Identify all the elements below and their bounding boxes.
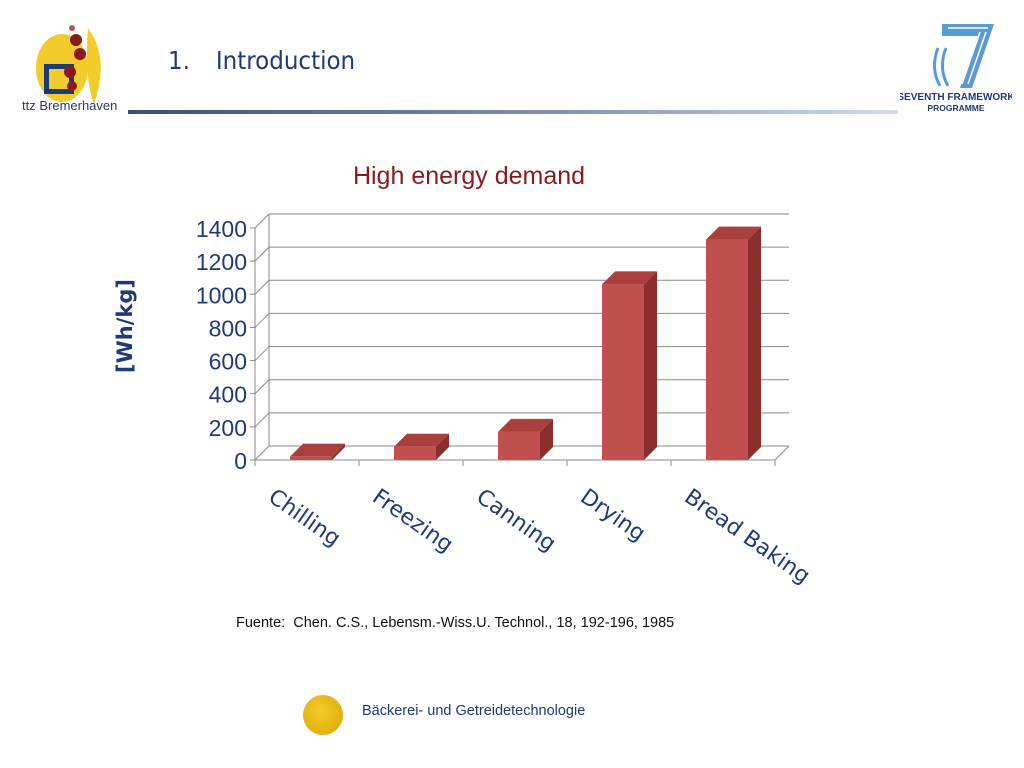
x-tick-label: Bread Baking — [680, 484, 815, 589]
footer-text: Bäckerei- und Getreidetechnologie — [362, 703, 586, 719]
gridline-diagonal — [254, 213, 270, 229]
chart-title: High energy demand — [353, 162, 585, 190]
fp7-logo: SEVENTH FRAMEWORK PROGRAMME — [900, 24, 1012, 113]
fp7-logo-line2: PROGRAMME — [927, 103, 984, 113]
source-label: Fuente: — [236, 615, 286, 631]
y-tick-label: 0 — [234, 448, 247, 474]
y-tick-label: 400 — [209, 382, 247, 408]
bar-top — [498, 418, 553, 432]
bar-top — [706, 226, 761, 240]
bar-front — [706, 239, 748, 460]
y-tick-label: 600 — [209, 349, 247, 375]
bar-side — [332, 443, 345, 460]
bar-top — [394, 433, 449, 447]
fp7-logo-line1: SEVENTH FRAMEWORK — [900, 92, 1012, 103]
gridline-diagonal — [254, 279, 270, 295]
slide-title: 1. Introduction — [168, 46, 355, 75]
bar-side — [540, 418, 553, 460]
footer-logo-dot — [303, 695, 343, 735]
bar-front — [394, 446, 436, 460]
bar-front — [498, 431, 540, 460]
bar-top — [290, 443, 345, 457]
bar-front — [602, 284, 644, 460]
x-tick-label: Chilling — [264, 484, 345, 551]
floor-edge-right — [774, 445, 790, 461]
section-title: Introduction — [215, 46, 356, 75]
bar-side — [644, 271, 657, 460]
x-tick-label: Freezing — [368, 484, 458, 557]
floor-edge-left — [254, 445, 270, 461]
y-tick-label: 1000 — [196, 282, 247, 308]
y-axis-ticks: 0 200 400 600 800 1000 1200 1400 — [196, 216, 776, 474]
gridline-diagonal — [254, 246, 270, 262]
source-text: Chen. C.S., Lebensm.-Wiss.U. Technol., 1… — [293, 615, 675, 631]
chart-bars — [290, 226, 761, 460]
bar-top — [602, 271, 657, 285]
ttz-logo-mark — [36, 25, 101, 104]
gridline-diagonal — [254, 379, 270, 395]
gridline-diagonal — [254, 412, 270, 428]
gridline-diagonal — [254, 313, 270, 328]
x-tick-label: Drying — [576, 484, 650, 546]
y-tick-label: 800 — [209, 315, 247, 341]
gridline-diagonal — [254, 346, 270, 361]
x-axis-labels: Chilling Freezing Canning Drying Bread Bakin… — [264, 484, 815, 589]
bar-side — [748, 226, 761, 460]
section-number: 1. — [168, 46, 190, 75]
y-tick-label: 1400 — [196, 216, 247, 242]
y-axis-label: [Wh/kg] — [113, 279, 137, 373]
x-tick-label: Canning — [472, 484, 561, 557]
y-tick-label: 200 — [209, 415, 247, 441]
y-tick-label: 1200 — [196, 249, 247, 275]
header-divider — [128, 110, 898, 114]
bar-side — [436, 433, 449, 460]
ttz-logo-text: ttz Bremerhaven — [22, 98, 118, 113]
source-citation: Fuente: Chen. C.S., Lebensm.-Wiss.U. Tec… — [236, 615, 674, 631]
bar-front — [290, 456, 332, 460]
